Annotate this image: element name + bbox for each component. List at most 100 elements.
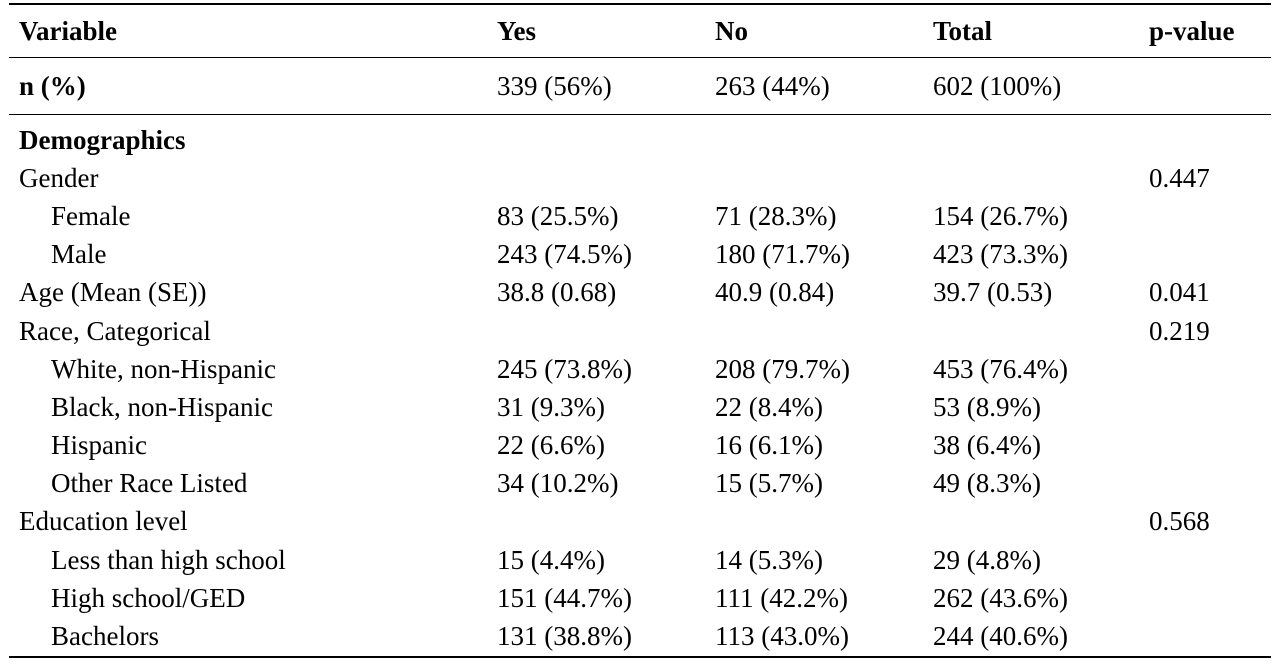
cell-yes — [487, 159, 705, 197]
row-label: High school/GED — [51, 582, 246, 613]
cell-total: 38 (6.4%) — [933, 430, 1041, 461]
cell-yes: 245 (73.8%) — [497, 353, 632, 384]
table-row: Education level 0.568 — [9, 503, 1271, 541]
header-yes: Yes — [487, 3, 705, 58]
cell-total — [923, 312, 1139, 350]
table-row: Less than high school 15 (4.4%) 14 (5.3%) 2… — [9, 541, 1271, 579]
table-row: White, non-Hispanic 245 (73.8%) 208 (79.7%… — [9, 350, 1271, 388]
table-row: High school/GED 151 (44.7%) 111 (42.2%) 262… — [9, 579, 1271, 617]
row-label: Female — [51, 200, 131, 231]
cell-total: 154 (26.7%) — [933, 200, 1068, 231]
table-row: Male 243 (74.5%) 180 (71.7%) 423 (73.3%) — [9, 236, 1271, 274]
cell-yes: 34 (10.2%) — [497, 468, 619, 499]
cell-yes: 38.8 (0.68) — [497, 277, 617, 308]
cell-yes: 83 (25.5%) — [497, 200, 619, 231]
table-row: Bachelors 131 (38.8%) 113 (43.0%) 244 (40.6… — [9, 617, 1271, 658]
cell-yes: 15 (4.4%) — [497, 544, 605, 575]
row-label: Less than high school — [51, 544, 286, 575]
sample-size-row: n (%) 339 (56%) 263 (44%) 602 (100%) — [9, 57, 1271, 115]
header-variable: Variable — [9, 3, 487, 58]
cell-yes: 22 (6.6%) — [497, 430, 605, 461]
table-body: Demographics Gender 0.447 Female 83 (25.5%) 7… — [9, 115, 1271, 658]
row-label: Bachelors — [9, 617, 487, 658]
cell-yes — [487, 115, 705, 160]
table-row: Race, Categorical 0.219 — [9, 312, 1271, 350]
cell-pvalue — [1139, 465, 1271, 503]
cell-no — [705, 115, 923, 160]
sample-size-yes: 339 (56%) — [487, 57, 705, 115]
header-row: Variable Yes No Total p-value — [9, 3, 1271, 58]
cell-yes: 131 (38.8%) — [487, 617, 705, 658]
row-label: Hispanic — [51, 430, 147, 461]
cell-pvalue — [1139, 350, 1271, 388]
cell-pvalue — [1139, 617, 1271, 658]
cell-no: 16 (6.1%) — [715, 430, 823, 461]
table-row: Other Race Listed 34 (10.2%) 15 (5.7%) 49 (… — [9, 465, 1271, 503]
table-header: Variable Yes No Total p-value — [9, 3, 1271, 58]
sample-size-no: 263 (44%) — [705, 57, 923, 115]
cell-total — [923, 115, 1139, 160]
cell-pvalue — [1139, 541, 1271, 579]
cell-total: 453 (76.4%) — [933, 353, 1068, 384]
cell-no: 180 (71.7%) — [715, 239, 850, 270]
cell-no — [705, 159, 923, 197]
cell-total: 53 (8.9%) — [933, 391, 1041, 422]
row-label: Gender — [19, 162, 99, 193]
cell-pvalue — [1139, 579, 1271, 617]
cell-yes: 243 (74.5%) — [497, 239, 632, 270]
cell-total: 39.7 (0.53) — [933, 277, 1053, 308]
row-label: Demographics — [19, 124, 186, 155]
cell-total — [923, 159, 1139, 197]
table-row: Demographics — [9, 115, 1271, 160]
cell-total: 262 (43.6%) — [933, 582, 1068, 613]
row-label: Education level — [19, 506, 188, 537]
header-pvalue: p-value — [1139, 3, 1271, 58]
cell-no: 208 (79.7%) — [715, 353, 850, 384]
demographics-table-container: Variable Yes No Total p-value n (%) 339 … — [9, 3, 1271, 658]
cell-no: 40.9 (0.84) — [715, 277, 835, 308]
sample-size-section: n (%) 339 (56%) 263 (44%) 602 (100%) — [9, 57, 1271, 115]
cell-no — [705, 503, 923, 541]
row-label: White, non-Hispanic — [51, 353, 276, 384]
cell-pvalue — [1139, 427, 1271, 465]
demographics-table: Variable Yes No Total p-value n (%) 339 … — [9, 3, 1271, 658]
cell-yes: 31 (9.3%) — [497, 391, 605, 422]
cell-total: 29 (4.8%) — [933, 544, 1041, 575]
cell-no: 15 (5.7%) — [715, 468, 823, 499]
table-row: Black, non-Hispanic 31 (9.3%) 22 (8.4%) 53 … — [9, 388, 1271, 426]
header-total: Total — [923, 3, 1139, 58]
cell-pvalue: 0.041 — [1149, 277, 1210, 308]
sample-size-pvalue — [1139, 57, 1271, 115]
cell-no: 111 (42.2%) — [715, 582, 848, 613]
cell-pvalue: 0.447 — [1149, 162, 1210, 193]
table-row: Female 83 (25.5%) 71 (28.3%) 154 (26.7%) — [9, 197, 1271, 235]
row-label: Race, Categorical — [19, 315, 211, 346]
row-label: Male — [51, 239, 107, 270]
table-row: Hispanic 22 (6.6%) 16 (6.1%) 38 (6.4%) — [9, 427, 1271, 465]
cell-total: 244 (40.6%) — [923, 617, 1139, 658]
cell-yes — [487, 312, 705, 350]
cell-pvalue — [1139, 115, 1271, 160]
sample-size-label: n (%) — [9, 57, 487, 115]
cell-yes: 151 (44.7%) — [497, 582, 632, 613]
cell-yes — [487, 503, 705, 541]
table-row: Age (Mean (SE)) 38.8 (0.68) 40.9 (0.84) 39.… — [9, 274, 1271, 312]
cell-no: 22 (8.4%) — [715, 391, 823, 422]
cell-pvalue: 0.219 — [1149, 315, 1210, 346]
cell-pvalue — [1139, 236, 1271, 274]
cell-pvalue — [1139, 197, 1271, 235]
cell-no — [705, 312, 923, 350]
row-label: Age (Mean (SE)) — [19, 277, 207, 308]
cell-pvalue: 0.568 — [1149, 506, 1210, 537]
table-row: Gender 0.447 — [9, 159, 1271, 197]
cell-pvalue — [1139, 388, 1271, 426]
header-no: No — [705, 3, 923, 58]
cell-total: 49 (8.3%) — [933, 468, 1041, 499]
sample-size-total: 602 (100%) — [923, 57, 1139, 115]
row-label: Black, non-Hispanic — [51, 391, 273, 422]
cell-no: 14 (5.3%) — [715, 544, 823, 575]
row-label: Other Race Listed — [51, 468, 248, 499]
cell-total: 423 (73.3%) — [933, 239, 1068, 270]
cell-no: 71 (28.3%) — [715, 200, 837, 231]
cell-total — [923, 503, 1139, 541]
